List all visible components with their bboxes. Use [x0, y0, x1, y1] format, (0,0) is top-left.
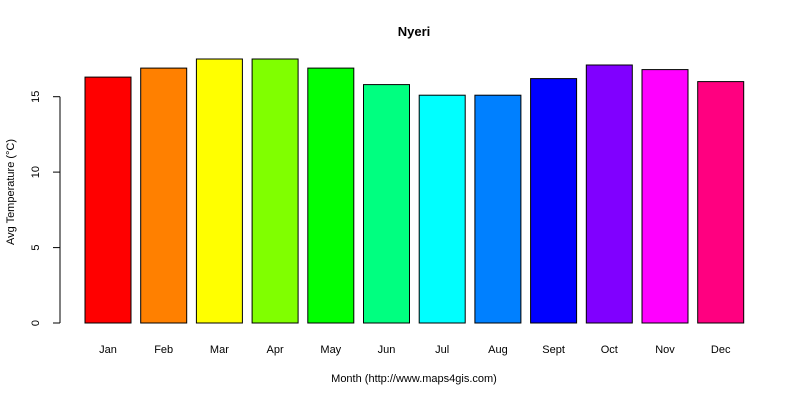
bar-apr [251, 58, 299, 324]
bar-may [307, 67, 355, 324]
bar-dec [697, 81, 745, 324]
bar-jan [84, 76, 132, 324]
y-tick-label-5: 5 [30, 245, 42, 251]
x-tick-label-jan: Jan [99, 344, 117, 356]
x-tick-label-feb: Feb [154, 344, 173, 356]
y-tick-label-0: 0 [30, 320, 42, 326]
x-tick-label-jul: Jul [435, 344, 449, 356]
chart-title: Nyeri [398, 24, 431, 39]
bar-aug [474, 94, 522, 324]
x-tick-label-oct: Oct [601, 344, 618, 356]
bar-oct [585, 64, 633, 324]
y-axis-title: Avg Temperature (°C) [5, 139, 17, 245]
bars-group [84, 58, 745, 324]
x-tick-label-apr: Apr [267, 344, 284, 356]
y-tick-label-10: 10 [30, 166, 42, 178]
x-tick-label-mar: Mar [210, 344, 229, 356]
x-axis-labels: Jan Feb Mar Apr May Jun Jul Aug Sept Oct Nov Dec [99, 344, 731, 356]
bar-feb [140, 67, 188, 324]
bar-jun [363, 84, 410, 324]
x-tick-label-dec: Dec [711, 344, 731, 356]
bar-jul [418, 94, 466, 324]
y-tick-label-15: 15 [30, 91, 42, 103]
x-axis-title: Month (http://www.maps4gis.com) [331, 373, 497, 385]
x-tick-label-aug: Aug [488, 344, 508, 356]
x-tick-label-jun: Jun [378, 344, 396, 356]
bar-mar [195, 58, 243, 324]
bar-nov [641, 69, 689, 324]
x-tick-label-may: May [320, 344, 341, 356]
x-tick-label-nov: Nov [655, 344, 675, 356]
y-axis: 0 5 10 15 [30, 91, 61, 326]
x-tick-label-sept: Sept [542, 344, 565, 356]
bar-sept [530, 78, 578, 324]
